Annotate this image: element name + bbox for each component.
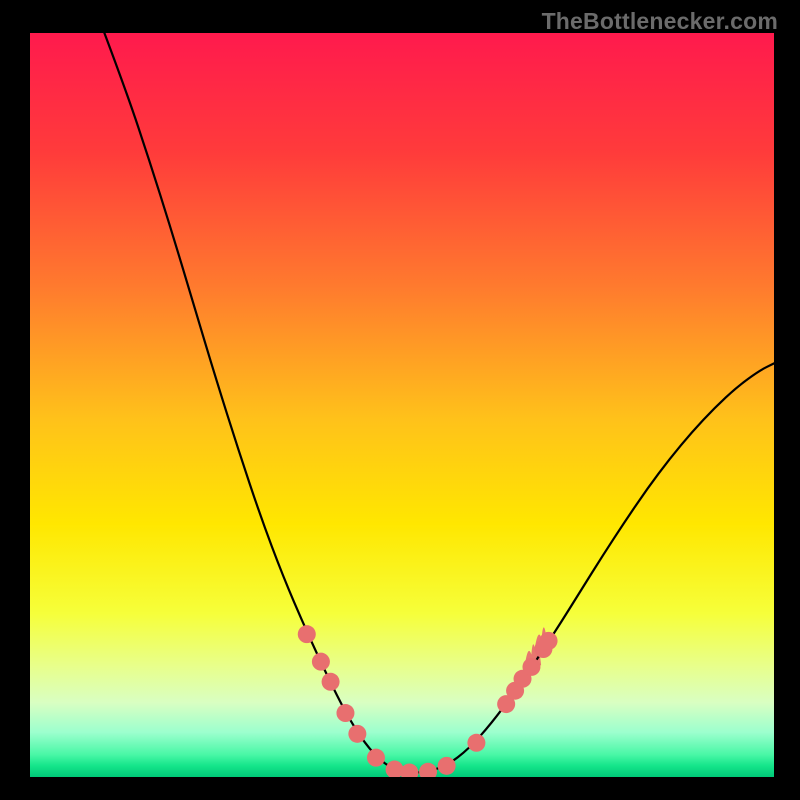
marker-dot bbox=[540, 632, 558, 650]
bottleneck-curve bbox=[104, 33, 774, 773]
plot-svg bbox=[30, 33, 774, 777]
plot-area bbox=[30, 33, 774, 777]
marker-dot bbox=[400, 764, 418, 777]
stage: TheBottlenecker.com bbox=[0, 0, 800, 800]
marker-dots bbox=[298, 625, 558, 777]
marker-dot bbox=[312, 653, 330, 671]
marker-dot bbox=[419, 763, 437, 777]
watermark-text: TheBottlenecker.com bbox=[542, 8, 778, 35]
marker-dot bbox=[467, 734, 485, 752]
marker-dot bbox=[336, 704, 354, 722]
marker-dot bbox=[522, 658, 540, 676]
marker-dot bbox=[367, 749, 385, 767]
marker-dot bbox=[348, 725, 366, 743]
marker-dot bbox=[438, 757, 456, 775]
marker-dot bbox=[298, 625, 316, 643]
marker-dot bbox=[322, 673, 340, 691]
